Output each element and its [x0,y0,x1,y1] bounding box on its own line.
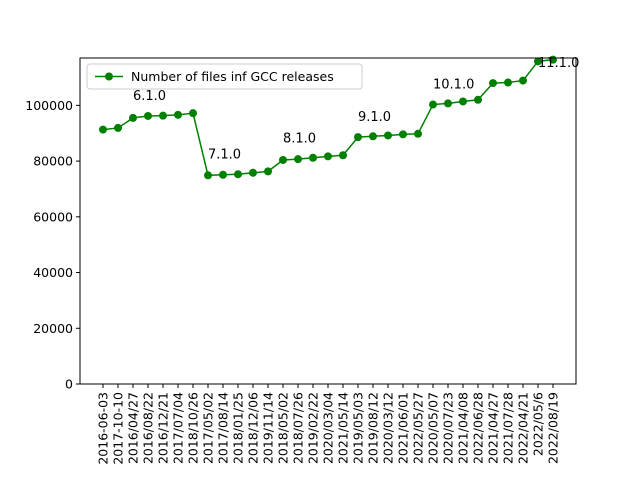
legend: Number of files inf GCC releases [86,63,363,90]
x-tick-label: 2018/05/02 [276,392,291,464]
data-point [219,170,227,179]
x-tick-label: 2021/04/08 [456,392,471,464]
data-point [159,111,167,120]
x-tick-label: 2019/08/12 [366,392,381,464]
data-point [324,152,332,161]
release-annotation: 9.1.0 [358,110,391,125]
x-tick-label: 2021/04/27 [486,392,501,464]
data-point [369,132,377,141]
x-tick-label: 2019/05/03 [351,392,366,464]
x-tick-label: 2016/04/27 [126,392,141,464]
x-tick-label: 2022/06/28 [471,392,486,464]
y-tick-label: 40000 [33,265,73,280]
x-tick-label: 2018/07/26 [291,392,306,464]
data-point [519,76,527,85]
x-tick-label: 2022/08/19 [546,392,561,464]
data-point [429,100,437,109]
data-point [339,151,347,160]
data-point [534,57,542,66]
x-tick-label: 2016/08/22 [141,392,156,464]
y-tick-label: 80000 [33,154,73,169]
x-tick-label: 2022/05/27 [411,392,426,464]
release-annotation: 7.1.0 [208,147,241,162]
data-point [279,155,287,164]
data-point [189,109,197,118]
data-point [444,99,452,108]
data-point [204,171,212,180]
data-point [129,113,137,122]
data-point [384,131,392,140]
x-tick-label: 2021/07/28 [501,392,516,464]
x-tick-label: 2016-06-03 [96,392,111,465]
data-point [504,78,512,87]
x-tick-label: 2016/12/21 [156,392,171,464]
x-tick-label: 2020/05/07 [426,392,441,464]
release-annotation: 11.1.0 [538,56,579,71]
data-point [414,129,422,138]
x-tick-label: 2020/03/04 [321,392,336,464]
y-tick-label: 0 [65,377,73,392]
data-point [174,110,182,119]
x-tick-label: 2020/03/12 [381,392,396,464]
y-tick-label: 20000 [33,321,73,336]
data-point [399,130,407,139]
x-tick-label: 2021/05/14 [336,392,351,464]
plot-area [99,55,557,180]
x-tick-label: 2017-10-10 [111,392,126,465]
x-tick-label: 2018/10/26 [186,392,201,464]
x-tick-label: 2019/02/22 [306,392,321,464]
y-axis: 0 20000 40000 60000 80000 100000 [25,98,80,392]
annotations: 6.1.0 7.1.0 8.1.0 9.1.0 10.1.0 11.1.0 [133,56,579,162]
x-axis: 2016-06-03 2017-10-10 2016/04/27 2016/08/22… [96,384,561,465]
x-tick-label: 2021/06/01 [396,392,411,464]
legend-marker [105,72,113,81]
data-point [354,133,362,142]
release-annotation: 10.1.0 [433,78,474,93]
data-point [264,167,272,176]
legend-label: Number of files inf GCC releases [131,69,334,84]
y-tick-label: 100000 [25,98,73,113]
x-tick-label: 2017/07/04 [171,392,186,464]
x-tick-label: 2017/08/14 [216,392,231,464]
data-point [474,95,482,104]
y-tick-label: 60000 [33,209,73,224]
data-point [459,97,467,106]
data-point [489,79,497,88]
x-tick-label: 2022/05/6 [531,392,546,456]
x-tick-label: 2018/01/25 [231,392,246,464]
x-tick-label: 2018/12/06 [246,392,261,464]
legend-box [86,63,363,90]
data-point [114,123,122,132]
x-tick-label: 2022/04/21 [516,392,531,464]
x-tick-label: 2017/05/02 [201,392,216,464]
data-point [309,153,317,162]
release-annotation: 6.1.0 [133,89,166,104]
x-tick-label: 2020/07/23 [441,392,456,464]
data-point [144,111,152,120]
release-annotation: 8.1.0 [283,132,316,147]
data-point [294,155,302,164]
data-point [234,170,242,179]
x-tick-label: 2019/11/14 [261,392,276,464]
data-point [249,168,257,177]
data-point [99,125,107,134]
